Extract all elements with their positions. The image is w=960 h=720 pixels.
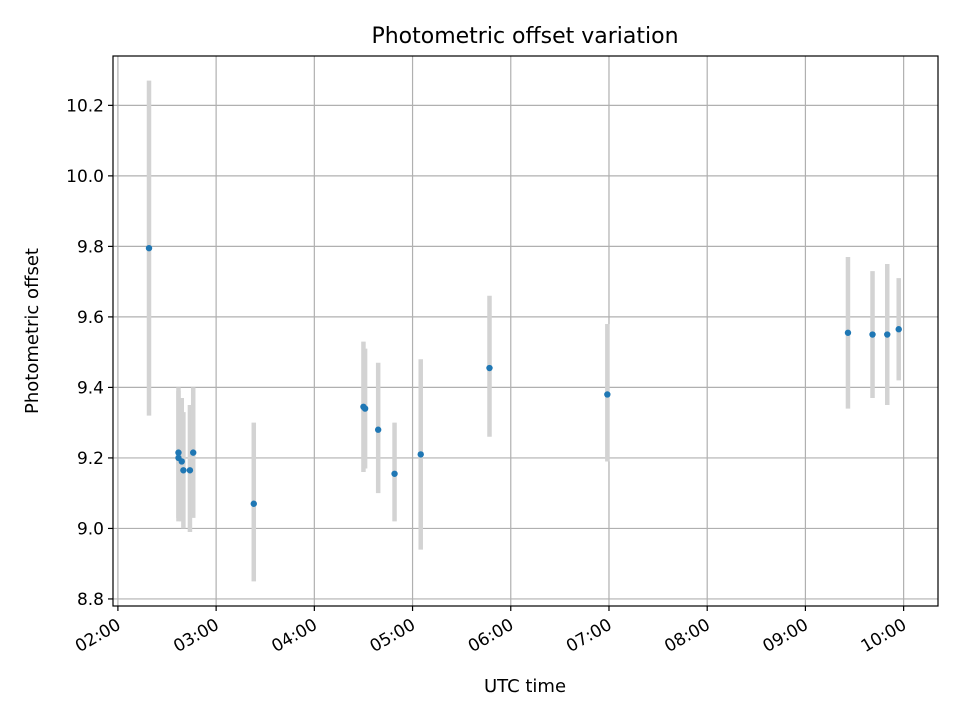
x-tick-label: 04:00 — [268, 615, 320, 657]
y-tick-label: 10.2 — [66, 96, 104, 116]
data-point — [869, 331, 876, 338]
data-point — [178, 458, 185, 465]
data-point — [186, 467, 194, 474]
x-tick-label: 03:00 — [170, 615, 222, 657]
data-point — [895, 326, 902, 333]
y-tick-label: 9.2 — [77, 449, 104, 469]
y-tick-label: 9.4 — [77, 378, 104, 398]
y-tick-label: 9.0 — [77, 519, 104, 539]
x-tick-label: 09:00 — [759, 615, 811, 657]
data-point — [374, 426, 382, 433]
data-point — [844, 329, 852, 336]
chart-title: Photometric offset variation — [371, 24, 678, 49]
y-axis-ticks: 8.8 9.0 9.2 9.4 9.6 9.8 10.0 10.2 — [66, 96, 113, 610]
x-axis-ticks: 02:00 03:00 04:00 05:00 06:00 07:00 08:00 09:00… — [72, 606, 910, 657]
data-point — [250, 500, 257, 507]
y-tick-label: 9.6 — [77, 308, 104, 328]
y-tick-label: 10.0 — [66, 167, 104, 187]
data-points — [145, 244, 902, 507]
x-tick-label: 05:00 — [367, 615, 419, 657]
data-point — [417, 451, 424, 458]
x-tick-label: 07:00 — [563, 615, 615, 657]
data-point — [486, 364, 493, 372]
data-point — [361, 405, 369, 412]
x-tick-label: 10:00 — [858, 615, 910, 657]
x-tick-label: 06:00 — [465, 615, 517, 657]
data-point — [175, 449, 182, 456]
data-point — [145, 244, 153, 252]
x-tick-label: 02:00 — [72, 615, 124, 657]
y-axis-label: Photometric offset — [22, 248, 43, 414]
y-tick-label: 8.8 — [77, 590, 104, 610]
data-point — [604, 391, 611, 398]
x-axis-label: UTC time — [484, 676, 566, 697]
data-point — [190, 449, 197, 456]
data-point — [391, 470, 398, 477]
errorbars — [146, 80, 901, 582]
x-tick-label: 08:00 — [661, 615, 713, 657]
data-point — [180, 467, 187, 474]
grid — [113, 56, 938, 606]
plot-frame — [112, 55, 939, 607]
data-point — [884, 331, 891, 338]
y-tick-label: 9.8 — [77, 237, 104, 257]
